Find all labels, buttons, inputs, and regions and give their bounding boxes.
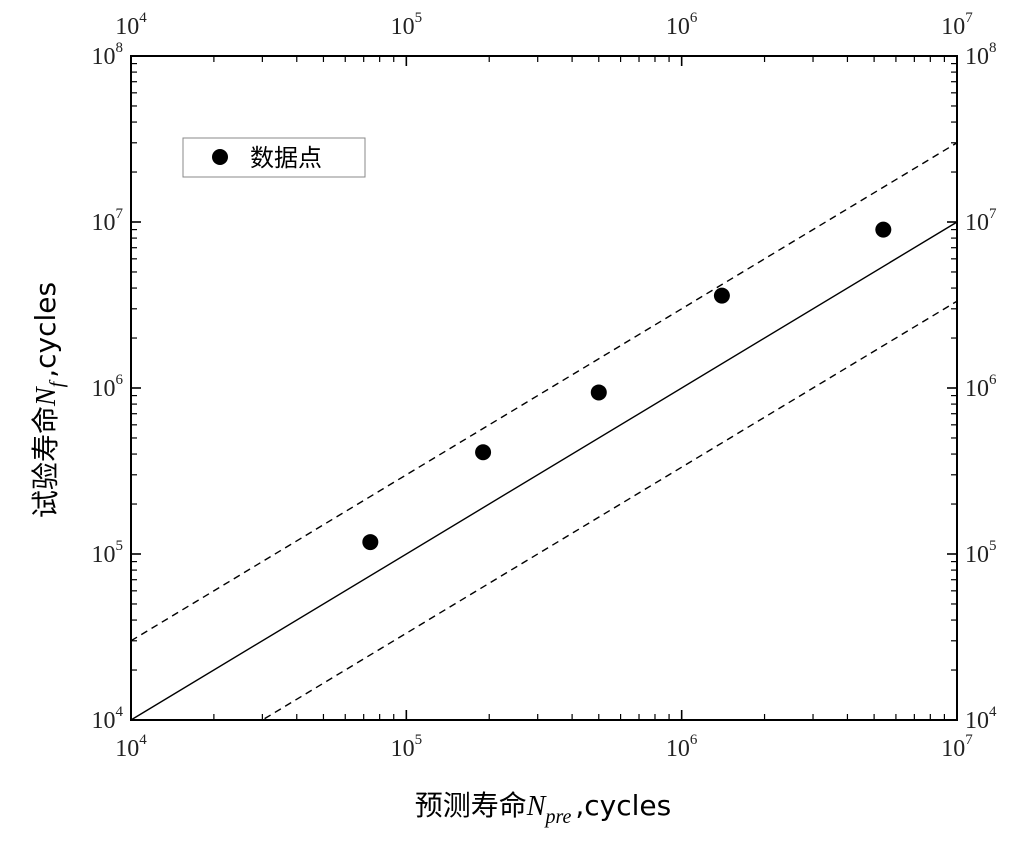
x-tick-label: 105	[391, 732, 423, 762]
y-tick-label: 107	[92, 206, 124, 236]
y-tick-label: 104	[92, 704, 124, 734]
data-point	[590, 384, 607, 401]
reference-lines	[131, 142, 957, 720]
data-point	[875, 221, 892, 238]
legend-label: 数据点	[250, 144, 322, 172]
y-tick-label: 108	[92, 40, 124, 70]
y-tick-label-right: 106	[965, 372, 997, 402]
y-tick-label-right: 108	[965, 40, 997, 70]
data-point	[475, 444, 492, 461]
y-axis-title: 试验寿命Nf,cycles	[29, 282, 68, 518]
reference-line-upper	[131, 142, 957, 642]
x-axis-title: 预测寿命Npre ,cycles	[415, 789, 671, 828]
x-tick-label-top: 107	[941, 10, 973, 40]
x-tick-label: 104	[115, 732, 147, 762]
y-tick-label: 105	[92, 538, 124, 568]
y-tick-label: 106	[92, 372, 124, 402]
x-tick-label-top: 106	[666, 10, 698, 40]
legend: 数据点	[182, 137, 366, 178]
x-tick-label: 107	[941, 732, 973, 762]
y-tick-label-right: 104	[965, 704, 997, 734]
data-points	[362, 221, 892, 551]
reference-line-1x	[131, 221, 957, 720]
reference-line-lower	[261, 300, 957, 720]
data-point	[713, 287, 730, 304]
y-tick-label-right: 107	[965, 206, 997, 236]
y-tick-label-right: 105	[965, 538, 997, 568]
x-tick-label-top: 105	[391, 10, 423, 40]
x-tick-label-top: 104	[115, 10, 147, 40]
data-point	[362, 534, 379, 551]
x-tick-label: 106	[666, 732, 698, 762]
minor-ticks	[131, 56, 957, 720]
legend-marker	[212, 149, 228, 165]
major-ticks	[130, 55, 958, 721]
